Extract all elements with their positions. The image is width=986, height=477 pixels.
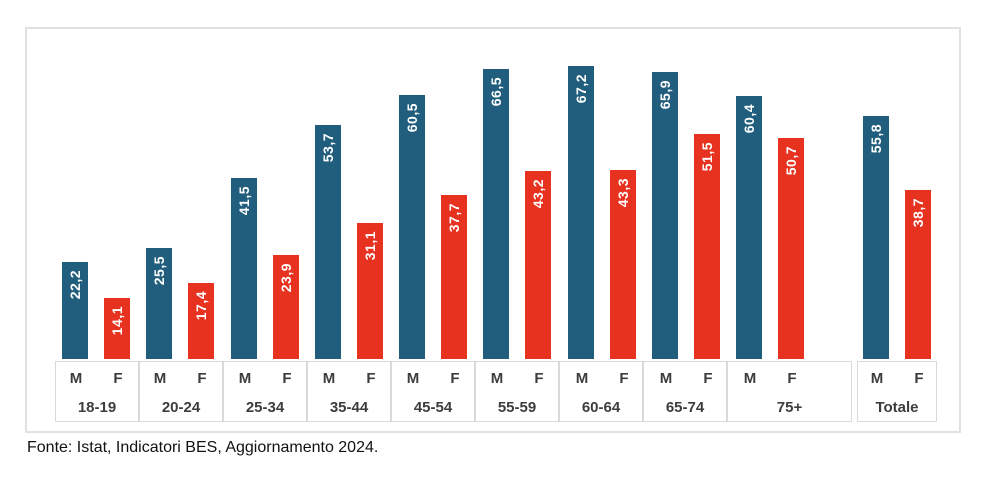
- axis-label-age-group: 25-34: [245, 399, 285, 416]
- bar-f-20-24: 17,4: [188, 283, 214, 359]
- axis-label-age-group: 18-19: [77, 399, 117, 416]
- axis-label-m: M: [153, 370, 167, 387]
- bar-value-label: 17,4: [193, 291, 209, 321]
- axis-label-age-group: 55-59: [497, 399, 537, 416]
- bar-m-18-19: 22,2: [62, 262, 88, 359]
- bar-value-label: 22,2: [67, 270, 83, 300]
- axis-label-f: F: [787, 370, 797, 387]
- bar-value-label: 23,9: [278, 263, 294, 293]
- axis-cell-45-54: M F 45-54: [391, 361, 475, 422]
- bar-f-18-19: 14,1: [104, 298, 130, 359]
- axis-label-f: F: [197, 370, 207, 387]
- bar-m-totale: 55,8: [863, 116, 889, 359]
- bar-value-label: 67,2: [573, 74, 589, 104]
- bar-value-label: 37,7: [446, 203, 462, 233]
- bar-f-75+: 50,7: [778, 138, 804, 359]
- axis-label-f: F: [450, 370, 460, 387]
- bar-value-label: 55,8: [868, 124, 884, 154]
- bar-m-75+: 60,4: [736, 96, 762, 359]
- axis-label-age-group: 45-54: [413, 399, 453, 416]
- bar-m-55-59: 66,5: [483, 69, 509, 359]
- bar-m-20-24: 25,5: [146, 248, 172, 359]
- bar-value-label: 31,1: [362, 231, 378, 261]
- bar-m-65-74: 65,9: [652, 72, 678, 359]
- axis-cell-75+: M F 75+: [727, 361, 852, 422]
- axis-cell-totale: M F Totale: [857, 361, 937, 422]
- axis-label-m: M: [743, 370, 757, 387]
- bar-m-60-64: 67,2: [568, 66, 594, 359]
- axis-label-f: F: [619, 370, 629, 387]
- axis-label-m: M: [575, 370, 589, 387]
- axis-label-f: F: [282, 370, 292, 387]
- bar-value-label: 43,3: [615, 178, 631, 208]
- axis-label-age-group: Totale: [875, 399, 919, 416]
- axis-label-m: M: [322, 370, 336, 387]
- axis-cell-18-19: M F 18-19: [55, 361, 139, 422]
- bar-value-label: 53,7: [320, 133, 336, 163]
- bar-m-35-44: 53,7: [315, 125, 341, 359]
- bar-f-60-64: 43,3: [610, 170, 636, 359]
- bar-value-label: 25,5: [151, 256, 167, 286]
- axis-label-age-group: 75+: [776, 399, 803, 416]
- axis-cell-60-64: M F 60-64: [559, 361, 643, 422]
- axis-label-m: M: [870, 370, 884, 387]
- bar-f-65-74: 51,5: [694, 134, 720, 359]
- bar-f-35-44: 31,1: [357, 223, 383, 359]
- bar-value-label: 38,7: [910, 198, 926, 228]
- bar-m-25-34: 41,5: [231, 178, 257, 359]
- bar-f-55-59: 43,2: [525, 171, 551, 359]
- axis-cell-35-44: M F 35-44: [307, 361, 391, 422]
- axis-label-f: F: [703, 370, 713, 387]
- axis-cell-65-74: M F 65-74: [643, 361, 727, 422]
- bar-value-label: 14,1: [109, 306, 125, 336]
- axis-label-age-group: 35-44: [329, 399, 369, 416]
- axis-label-f: F: [534, 370, 544, 387]
- bar-m-45-54: 60,5: [399, 95, 425, 359]
- bar-value-label: 60,5: [404, 103, 420, 133]
- bar-value-label: 65,9: [657, 80, 673, 110]
- source-note: Fonte: Istat, Indicatori BES, Aggiorname…: [27, 439, 379, 456]
- bar-value-label: 41,5: [236, 186, 252, 216]
- axis-label-age-group: 20-24: [161, 399, 201, 416]
- axis-cell-20-24: M F 20-24: [139, 361, 223, 422]
- axis-label-m: M: [490, 370, 504, 387]
- axis-label-f: F: [113, 370, 123, 387]
- bar-f-25-34: 23,9: [273, 255, 299, 359]
- axis-label-f: F: [366, 370, 376, 387]
- axis-label-age-group: 65-74: [665, 399, 705, 416]
- axis-label-m: M: [406, 370, 420, 387]
- axis-label-m: M: [659, 370, 673, 387]
- bar-value-label: 50,7: [783, 146, 799, 176]
- axis-cell-25-34: M F 25-34: [223, 361, 307, 422]
- axis-label-m: M: [238, 370, 252, 387]
- bar-f-totale: 38,7: [905, 190, 931, 359]
- axis-label-f: F: [914, 370, 924, 387]
- bar-value-label: 51,5: [699, 142, 715, 172]
- axis-label-m: M: [69, 370, 83, 387]
- axis-cell-55-59: M F 55-59: [475, 361, 559, 422]
- bar-value-label: 66,5: [488, 77, 504, 107]
- bar-value-label: 60,4: [741, 104, 757, 134]
- bar-value-label: 43,2: [530, 179, 546, 209]
- axis-label-age-group: 60-64: [581, 399, 621, 416]
- bar-f-45-54: 37,7: [441, 195, 467, 359]
